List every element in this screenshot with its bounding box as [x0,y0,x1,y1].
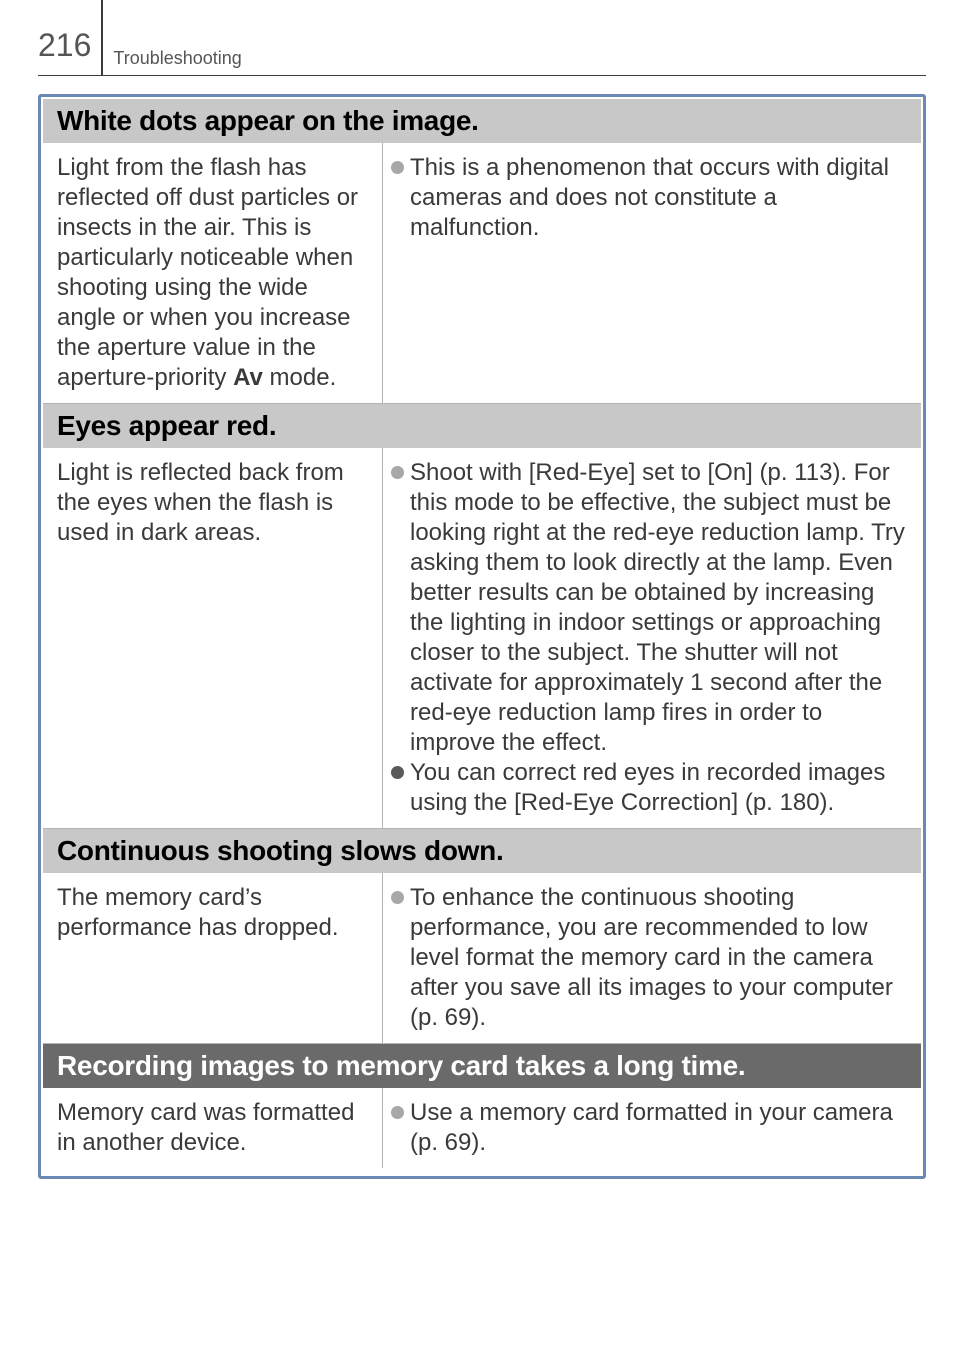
remedy-text: This is a phenomenon that occurs with di… [410,153,909,243]
remedy-item: You can correct red eyes in recorded ima… [391,758,909,818]
bullet-icon [391,1106,404,1119]
section-row-recording: Memory card was formatted in another dev… [43,1088,921,1168]
section-row-white-dots: Light from the flash has reflected off d… [43,143,921,404]
section-row-continuous: The memory card’s performance has droppe… [43,873,921,1044]
cause-eyes-red: Light is reflected back from the eyes wh… [43,448,383,828]
bullet-icon [391,466,404,479]
bullet-icon [391,766,404,779]
header-section-title: Troubleshooting [113,48,241,75]
troubleshooting-panel: White dots appear on the image. Light fr… [38,94,926,1179]
section-heading-white-dots: White dots appear on the image. [43,99,921,143]
remedy-continuous: To enhance the continuous shooting perfo… [383,873,921,1043]
remedy-recording: Use a memory card formatted in your came… [383,1088,921,1168]
remedy-item: Shoot with [Red-Eye] set to [On] (p. 113… [391,458,909,758]
av-mode-glyph: Av [233,364,263,391]
remedy-white-dots: This is a phenomenon that occurs with di… [383,143,921,403]
bullet-icon [391,891,404,904]
page-header: 216 Troubleshooting [38,20,926,76]
page-number: 216 [38,29,91,67]
cause-recording: Memory card was formatted in another dev… [43,1088,383,1168]
section-row-eyes-red: Light is reflected back from the eyes wh… [43,448,921,829]
cause-white-dots: Light from the flash has reflected off d… [43,143,383,403]
cause-continuous: The memory card’s performance has droppe… [43,873,383,1043]
remedy-item: This is a phenomenon that occurs with di… [391,153,909,243]
section-heading-continuous: Continuous shooting slows down. [43,829,921,873]
section-heading-eyes-red: Eyes appear red. [43,404,921,448]
remedy-text: To enhance the continuous shooting perfo… [410,883,909,1033]
cause-text-part2: mode. [263,364,336,391]
section-heading-recording: Recording images to memory card takes a … [43,1044,921,1088]
remedy-item: To enhance the continuous shooting perfo… [391,883,909,1033]
remedy-text: You can correct red eyes in recorded ima… [410,758,909,818]
remedy-item: Use a memory card formatted in your came… [391,1098,909,1158]
remedy-text: Use a memory card formatted in your came… [410,1098,909,1158]
remedy-text: Shoot with [Red-Eye] set to [On] (p. 113… [410,458,909,758]
bullet-icon [391,161,404,174]
header-separator [101,0,103,75]
cause-text-part0: Light from the flash has reflected off d… [57,154,358,391]
remedy-eyes-red: Shoot with [Red-Eye] set to [On] (p. 113… [383,448,921,828]
